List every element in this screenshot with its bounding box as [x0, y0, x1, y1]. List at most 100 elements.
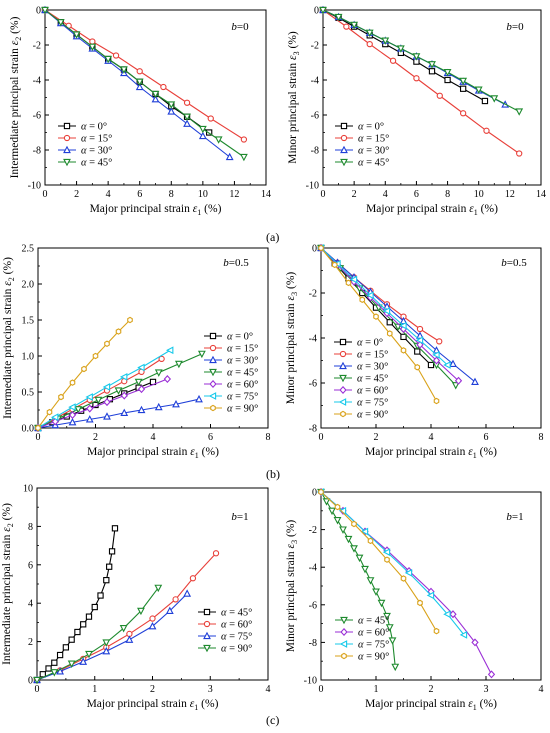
x-tick-label: 4 [539, 684, 544, 695]
y-tick-label: -4 [311, 76, 319, 87]
data-point [391, 663, 400, 672]
y-tick-label: -10 [304, 676, 317, 687]
legend-marker [340, 616, 348, 625]
series-5 [316, 244, 451, 369]
series-line [44, 9, 245, 140]
panel-annotation: b=0 [231, 21, 249, 33]
data-point [331, 261, 338, 269]
data-point [74, 406, 83, 414]
data-point [474, 86, 483, 94]
y-tick-label: 8 [28, 522, 33, 533]
data-point [167, 101, 176, 109]
data-point [334, 13, 343, 22]
x-tick-label: 14 [261, 189, 271, 200]
series-line [320, 491, 465, 636]
y-axis-label: Intermediate principal strain ε2 (%) [1, 503, 15, 665]
data-point [115, 328, 122, 335]
data-point [443, 68, 452, 77]
y-axis-label: Minor principal strain ε3 (%) [285, 272, 299, 405]
data-point [436, 338, 443, 345]
data-point [103, 412, 111, 420]
y-tick-label: -2 [33, 41, 41, 52]
legend: α = 0°α = 15°α = 30°α = 45° [58, 122, 112, 169]
series-2 [41, 5, 234, 161]
x-tick-label: 2 [352, 189, 357, 200]
legend-label: α = 90° [227, 404, 258, 415]
y-axis-label: Minor principal strain ε3 (%) [287, 31, 301, 164]
data-point [88, 43, 97, 52]
data-point [102, 646, 111, 655]
y-tick-label: -8 [311, 146, 319, 157]
data-point [207, 115, 214, 122]
x-tick-label: 3 [484, 684, 489, 695]
data-point [154, 402, 163, 411]
y-tick-label: 0 [36, 6, 41, 17]
y-tick-label: 0.5 [22, 388, 35, 399]
y-tick-label: -4 [309, 563, 317, 574]
data-point [417, 599, 423, 607]
data-point [449, 610, 457, 619]
legend-marker [339, 350, 347, 358]
x-axis-label: Major principal strain ε1 (%) [365, 698, 497, 712]
data-point [400, 333, 407, 341]
data-point [137, 385, 146, 394]
data-point [366, 577, 375, 585]
x-tick-label: 6 [137, 189, 142, 200]
plot-frame [322, 9, 542, 186]
data-point [367, 537, 374, 545]
chart-panel-a-left: 0 2 4 6 8 10 12 14 0 -2 -4 -6 -8 -10 Major principal s… [9, 6, 271, 218]
legend-label: α = 15° [227, 344, 258, 355]
legend-marker [340, 158, 348, 167]
chart-panel-a-right: 0 2 4 6 8 10 12 14 0 -2 -4 -6 -8 -10 Major principal s… [287, 6, 546, 218]
data-point [163, 375, 172, 384]
data-point [490, 95, 499, 103]
data-point [56, 19, 65, 27]
data-point [160, 83, 167, 91]
x-tick-label: 6 [484, 432, 489, 443]
x-tick-label: 14 [536, 189, 546, 200]
data-point [344, 535, 353, 544]
data-point [427, 361, 435, 369]
y-tick-label: -10 [28, 181, 41, 192]
x-tick-label: 4 [383, 189, 388, 200]
data-point [165, 346, 174, 355]
data-point [386, 319, 393, 326]
legend-marker [339, 374, 347, 383]
data-point [108, 548, 116, 555]
data-point [333, 517, 342, 525]
data-point [56, 651, 64, 659]
legend-label: α = 75° [358, 640, 389, 651]
data-point [322, 498, 331, 506]
data-point [360, 527, 369, 536]
series-6 [35, 316, 133, 432]
data-point [399, 321, 407, 330]
data-point [377, 599, 386, 608]
legend: α = 0°α = 15°α = 30°α = 45°α = 60°α = 75… [204, 332, 258, 415]
data-point [381, 37, 390, 45]
data-point [459, 630, 468, 639]
legend-label: α = 75° [227, 392, 258, 403]
legend-marker [340, 410, 346, 418]
data-point [318, 488, 324, 496]
y-tick-label: -8 [309, 638, 317, 649]
y-tick-label: 2.5 [22, 244, 35, 255]
data-point [46, 408, 53, 416]
data-point [119, 372, 128, 381]
legend: α = 45°α = 60°α = 75°α = 90° [335, 616, 389, 663]
y-axis-label: Minor principal strain ε3 (%) [285, 520, 299, 653]
data-point [240, 136, 248, 143]
legend-label: α = 60° [358, 628, 389, 639]
data-point [137, 405, 146, 414]
data-point [86, 404, 94, 413]
legend-label: α = 45° [358, 616, 389, 627]
chart-panel-c-left: 0 1 2 3 4 0 2 4 6 8 10 Major principal strain ε1 (%… [1, 484, 271, 713]
data-point [134, 378, 143, 387]
data-point [198, 125, 207, 134]
data-point [433, 627, 440, 635]
series-6 [318, 244, 440, 405]
data-point [400, 347, 407, 354]
x-axis-label: Major principal strain ε1 (%) [366, 203, 498, 217]
data-point [89, 38, 96, 45]
data-point [172, 596, 179, 603]
